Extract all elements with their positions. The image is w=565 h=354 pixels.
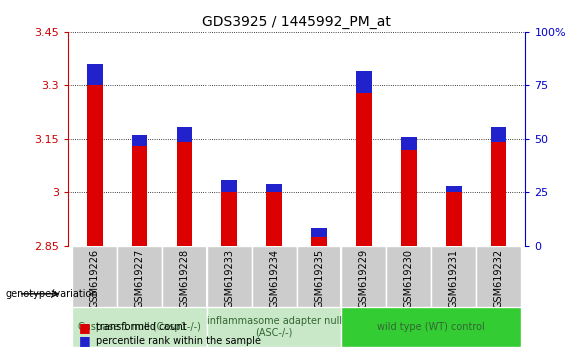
Bar [162, 246, 207, 307]
Bar [446, 193, 462, 246]
Text: wild type (WT) control: wild type (WT) control [377, 322, 485, 332]
Title: GDS3925 / 1445992_PM_at: GDS3925 / 1445992_PM_at [202, 16, 391, 29]
Bar [266, 184, 282, 193]
Text: GSM619226: GSM619226 [90, 249, 99, 308]
Bar [177, 143, 192, 246]
Bar [252, 246, 297, 307]
Bar [207, 246, 252, 307]
Text: GSM619227: GSM619227 [134, 249, 145, 308]
Bar [386, 246, 431, 307]
Text: Caspase 1 null (Casp1-/-): Caspase 1 null (Casp1-/-) [78, 322, 201, 332]
Text: GSM619235: GSM619235 [314, 249, 324, 308]
Bar [297, 246, 341, 307]
Text: GSM619229: GSM619229 [359, 249, 369, 308]
Text: GSM619234: GSM619234 [269, 249, 279, 308]
Bar [117, 246, 162, 307]
Text: GSM619230: GSM619230 [404, 249, 414, 308]
Bar [207, 307, 341, 347]
Bar [132, 146, 147, 246]
Bar [341, 307, 521, 347]
Bar [356, 92, 372, 246]
Bar [431, 246, 476, 307]
Text: GSM619228: GSM619228 [180, 249, 189, 308]
Bar [87, 85, 103, 246]
Bar [446, 186, 462, 193]
Text: transformed count: transformed count [96, 322, 187, 332]
Text: genotype/variation: genotype/variation [6, 289, 98, 299]
Text: GSM619232: GSM619232 [494, 249, 503, 308]
Bar [401, 137, 416, 150]
Bar [311, 237, 327, 246]
Bar [401, 150, 416, 246]
Bar [177, 127, 192, 143]
Bar [132, 135, 147, 146]
Bar [221, 179, 237, 193]
Bar [476, 246, 521, 307]
Bar [72, 307, 207, 347]
Bar [311, 228, 327, 237]
Bar [490, 127, 506, 143]
Text: inflammasome adapter null
(ASC-/-): inflammasome adapter null (ASC-/-) [207, 316, 342, 338]
Text: ■: ■ [79, 334, 91, 347]
Bar [356, 71, 372, 92]
Bar [72, 246, 117, 307]
Bar [490, 143, 506, 246]
Bar [221, 193, 237, 246]
Bar [266, 193, 282, 246]
Text: GSM619231: GSM619231 [449, 249, 459, 308]
Text: ■: ■ [79, 321, 91, 334]
Bar [341, 246, 386, 307]
Bar [87, 64, 103, 85]
Text: percentile rank within the sample: percentile rank within the sample [96, 336, 261, 346]
Text: GSM619233: GSM619233 [224, 249, 234, 308]
